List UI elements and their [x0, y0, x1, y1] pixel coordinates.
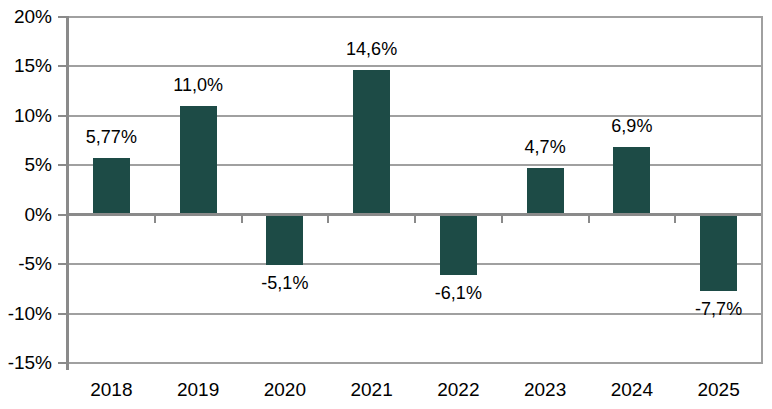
y-axis-tick-label: 5% [2, 154, 52, 176]
x-axis-tick [501, 216, 503, 223]
gridline [68, 263, 762, 265]
bar-2018 [93, 158, 130, 215]
x-axis-category-label: 2019 [155, 379, 242, 401]
x-axis-category-label: 2024 [589, 379, 676, 401]
x-axis-category-label: 2025 [675, 379, 762, 401]
bar-value-label: -5,1% [243, 273, 327, 294]
x-axis-tick [241, 216, 243, 223]
x-axis-tick [674, 216, 676, 223]
bar-chart: 20% 15% 10% 5% 0% -5% -10% -15% 5,77% 2018 11,0% 20… [0, 0, 772, 409]
y-axis-tick-label: 10% [2, 105, 52, 127]
gridline [68, 164, 762, 166]
bar-2022 [440, 215, 477, 275]
x-axis-category-label: 2021 [328, 379, 415, 401]
bar-value-label: 6,9% [590, 116, 674, 137]
bar-2024 [613, 147, 650, 215]
x-axis-tick [414, 216, 416, 223]
x-axis-category-label: 2023 [502, 379, 589, 401]
gridline [68, 313, 762, 315]
y-axis-tick-label: -10% [2, 303, 52, 325]
bar-2020 [266, 215, 303, 265]
bar-2019 [180, 106, 217, 215]
y-axis-tick-label: -5% [2, 253, 52, 275]
x-axis-category-label: 2020 [242, 379, 329, 401]
y-axis-tick-label: 15% [2, 55, 52, 77]
gridline [68, 362, 762, 364]
x-axis-zero-line [68, 213, 762, 216]
x-axis-category-label: 2022 [415, 379, 502, 401]
gridline [68, 65, 762, 67]
y-axis-tick-label: 20% [2, 6, 52, 28]
plot-right-border [761, 16, 763, 364]
x-axis-tick [588, 216, 590, 223]
x-axis-tick [327, 216, 329, 223]
bar-value-label: 5,77% [69, 127, 153, 148]
bar-2025 [700, 215, 737, 291]
bar-value-label: 4,7% [503, 137, 587, 158]
x-axis-category-label: 2018 [68, 379, 155, 401]
y-axis-tick-label: 0% [2, 204, 52, 226]
bar-value-label: 11,0% [156, 75, 240, 96]
y-axis-line [66, 16, 69, 370]
bar-2023 [527, 168, 564, 214]
bar-value-label: -6,1% [416, 283, 500, 304]
y-axis-tick-label: -15% [2, 352, 52, 374]
bar-value-label: 14,6% [330, 39, 414, 60]
x-axis-tick [154, 216, 156, 223]
bar-value-label: -7,7% [677, 299, 761, 320]
bar-2021 [353, 70, 390, 214]
gridline [68, 16, 762, 18]
